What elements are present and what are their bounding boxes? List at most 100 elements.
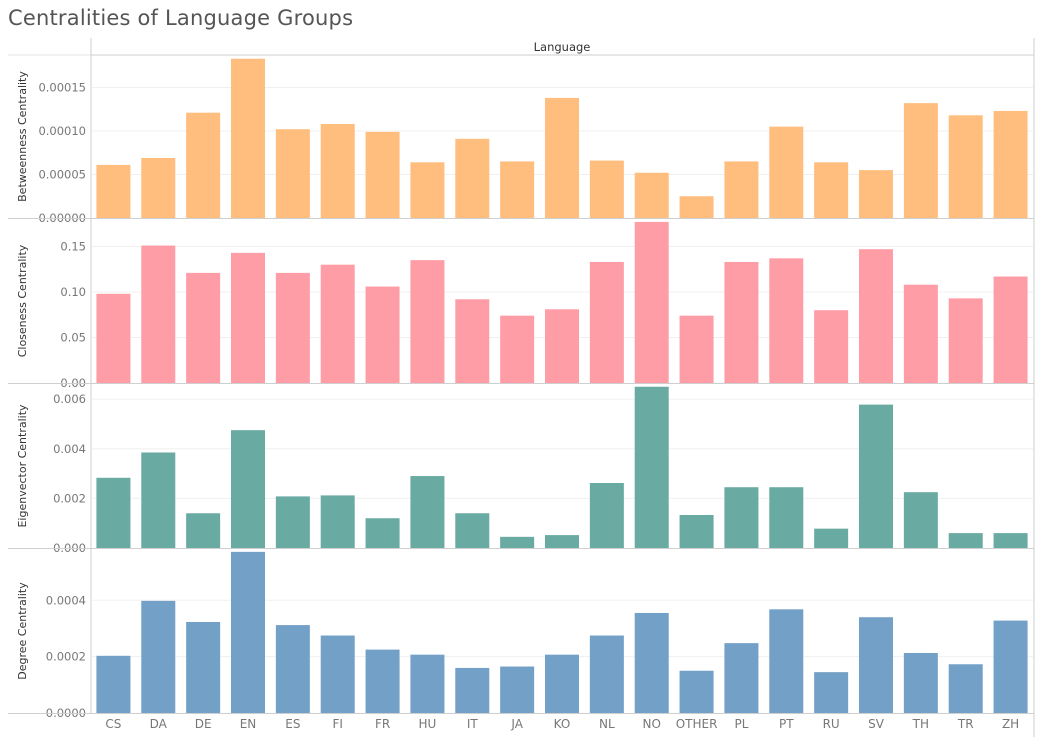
bar-ru: [814, 310, 849, 383]
bar-fr: [365, 131, 400, 218]
bar-fi: [320, 124, 355, 218]
bar-zh: [993, 533, 1028, 548]
x-tick-label: SV: [868, 717, 885, 731]
bar-ko: [545, 97, 579, 218]
bar-it: [455, 667, 490, 713]
bar-pt: [769, 258, 804, 383]
bar-de: [186, 621, 221, 713]
bar-sv: [859, 170, 893, 218]
bar-ko: [545, 309, 579, 383]
bar-zh: [993, 110, 1028, 218]
bar-ko: [545, 535, 579, 548]
bar-tr: [948, 664, 983, 713]
bar-th: [903, 103, 938, 218]
bar-tr: [948, 115, 983, 218]
bar-no: [634, 221, 669, 383]
y-axis-title: Eigenvector Centrality: [16, 404, 29, 528]
bar-it: [455, 138, 490, 218]
x-tick-label: ES: [285, 717, 300, 731]
bar-tr: [948, 298, 983, 383]
bar-ja: [500, 315, 535, 383]
x-tick-label: DE: [195, 717, 212, 731]
bar-it: [455, 299, 490, 383]
bar-fi: [320, 264, 355, 383]
bar-no: [634, 172, 669, 218]
bar-th: [903, 284, 938, 383]
bar-tr: [948, 533, 983, 548]
bar-es: [275, 129, 310, 218]
bar-nl: [589, 261, 624, 383]
bar-da: [141, 600, 176, 713]
bar-da: [141, 245, 176, 383]
bar-de: [186, 272, 221, 383]
x-tick-label: TH: [912, 717, 929, 731]
x-tick-label: KO: [554, 717, 571, 731]
panel-1: 0.000000.000050.000100.00015Betweenness …: [8, 58, 1034, 225]
x-tick-label: FI: [332, 717, 342, 731]
bar-ru: [814, 672, 849, 713]
x-tick-label: CS: [105, 717, 121, 731]
bar-ru: [814, 162, 849, 218]
bar-pt: [769, 126, 804, 218]
bar-pl: [724, 643, 759, 713]
bar-sv: [859, 249, 893, 383]
bar-th: [903, 652, 938, 713]
y-tick-label: 0.002: [53, 491, 86, 505]
y-tick-label: 0.10: [60, 285, 86, 299]
bar-fi: [320, 635, 355, 713]
x-tick-label: EN: [240, 717, 257, 731]
bar-fr: [365, 649, 400, 713]
x-tick-label: FR: [375, 717, 390, 731]
x-tick-label: PL: [734, 717, 748, 731]
bar-zh: [993, 276, 1028, 383]
bar-other: [679, 515, 714, 548]
bar-sv: [859, 617, 893, 713]
x-tick-label: PT: [779, 717, 794, 731]
bar-ko: [545, 654, 579, 713]
bar-cs: [96, 293, 131, 383]
bar-cs: [96, 655, 131, 713]
bar-da: [141, 157, 176, 218]
y-tick-label: 0.00015: [38, 80, 86, 94]
bar-de: [186, 112, 221, 218]
bar-th: [903, 492, 938, 548]
bar-no: [634, 612, 669, 713]
x-tick-label: IT: [467, 717, 479, 731]
bar-da: [141, 452, 176, 548]
x-tick-label: NO: [643, 717, 661, 731]
chart-title: Centralities of Language Groups: [8, 6, 354, 30]
bar-de: [186, 513, 221, 548]
bar-nl: [589, 483, 624, 548]
y-tick-label: 0.004: [53, 442, 86, 456]
bar-es: [275, 496, 310, 548]
bar-zh: [993, 620, 1028, 713]
bar-es: [275, 272, 310, 383]
y-tick-label: 0.0004: [46, 593, 86, 607]
x-tick-label: OTHER: [676, 717, 718, 731]
y-tick-label: 0.00005: [38, 167, 86, 181]
bar-en: [231, 252, 265, 383]
x-tick-label: DA: [150, 717, 168, 731]
bar-en: [231, 58, 265, 218]
bar-other: [679, 315, 714, 383]
bar-hu: [410, 476, 445, 548]
y-tick-label: 0.006: [53, 392, 86, 406]
y-tick-label: 0.05: [60, 330, 86, 344]
x-tick-label: JA: [510, 717, 523, 731]
bar-other: [679, 670, 714, 713]
bar-es: [275, 625, 310, 713]
bar-nl: [589, 160, 624, 218]
x-tick-label: HU: [419, 717, 437, 731]
x-tick-label: ZH: [1002, 717, 1019, 731]
bar-fi: [320, 495, 355, 548]
bar-hu: [410, 162, 445, 218]
bar-nl: [589, 635, 624, 713]
bar-ja: [500, 666, 535, 713]
bar-hu: [410, 654, 445, 713]
bar-sv: [859, 404, 893, 548]
bar-fr: [365, 286, 400, 383]
x-tick-label: TR: [957, 717, 974, 731]
